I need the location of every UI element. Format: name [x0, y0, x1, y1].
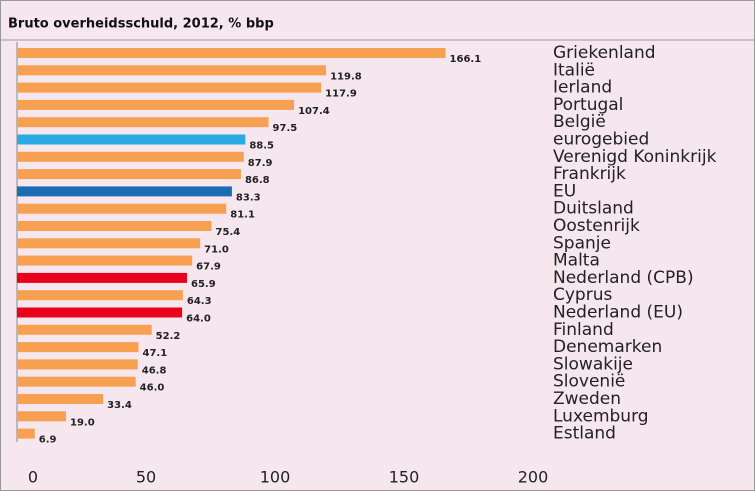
value-label: 46.8 — [142, 365, 167, 376]
category-label: Nederland (EU) — [553, 303, 683, 323]
bar — [17, 134, 246, 145]
bar — [17, 82, 322, 93]
category-label: Verenigd Koninkrijk — [553, 147, 717, 167]
bar — [17, 117, 269, 128]
value-label: 81.1 — [230, 210, 255, 221]
category-label: Portugal — [553, 95, 623, 115]
category-label: EU — [553, 181, 576, 201]
bar — [17, 65, 327, 76]
category-label: Slowakije — [553, 354, 633, 374]
value-label: 52.2 — [156, 331, 181, 342]
category-label: België — [553, 112, 606, 132]
bar — [17, 186, 232, 197]
value-label: 97.5 — [273, 123, 298, 134]
value-label: 107.4 — [298, 106, 330, 117]
value-label: 166.1 — [450, 54, 482, 65]
bar — [17, 272, 188, 283]
bar — [17, 151, 244, 162]
value-label: 46.0 — [140, 383, 165, 394]
category-label: Spanje — [553, 233, 611, 253]
x-tick-label: 50 — [136, 468, 156, 487]
value-label: 119.8 — [330, 71, 362, 82]
bar — [17, 203, 227, 214]
category-label: Zweden — [553, 389, 621, 409]
category-label: eurogebied — [553, 130, 649, 150]
bar — [17, 411, 67, 422]
value-label: 83.3 — [236, 192, 261, 203]
x-tick-label: 150 — [389, 468, 420, 487]
value-label: 64.0 — [186, 314, 211, 325]
category-label: Denemarken — [553, 337, 662, 357]
category-label: Finland — [553, 320, 614, 340]
value-label: 71.0 — [204, 244, 229, 255]
category-label: Cyprus — [553, 285, 612, 305]
value-label: 6.9 — [39, 435, 57, 446]
bar — [17, 428, 35, 439]
value-label: 19.0 — [70, 417, 95, 428]
category-label: Slovenië — [553, 372, 625, 392]
bar — [17, 324, 152, 335]
value-label: 65.9 — [191, 279, 216, 290]
category-label: Oostenrijk — [553, 216, 640, 236]
value-label: 67.9 — [196, 262, 221, 273]
category-label: Frankrijk — [553, 164, 626, 184]
bar — [17, 48, 446, 58]
bar — [17, 169, 241, 180]
x-tick-label: 0 — [28, 468, 38, 487]
category-label: Estland — [553, 424, 616, 444]
value-label: 117.9 — [325, 89, 357, 100]
bar — [17, 359, 138, 370]
bar — [17, 342, 139, 353]
x-tick-label: 200 — [518, 468, 549, 487]
x-tick-label: 100 — [260, 468, 291, 487]
category-label: Nederland (CPB) — [553, 268, 694, 288]
chart-title: Bruto overheidsschuld, 2012, % bbp — [8, 17, 274, 32]
category-label: Duitsland — [553, 199, 634, 219]
value-label: 86.8 — [245, 175, 270, 186]
category-label: Malta — [553, 251, 600, 271]
value-label: 87.9 — [248, 158, 273, 169]
value-label: 64.3 — [187, 296, 212, 307]
category-label: Griekenland — [553, 43, 656, 63]
bar — [17, 376, 136, 387]
bar — [17, 307, 183, 318]
bar — [17, 221, 212, 231]
value-label: 33.4 — [107, 400, 132, 411]
bar — [17, 99, 295, 110]
bar — [17, 238, 201, 249]
bar — [17, 394, 104, 404]
bar — [17, 290, 183, 301]
value-label: 88.5 — [249, 141, 274, 152]
value-label: 75.4 — [216, 227, 241, 238]
category-label: Italië — [553, 60, 595, 80]
category-label: Ierland — [553, 78, 612, 98]
bar — [17, 255, 193, 266]
value-label: 47.1 — [143, 348, 168, 359]
category-label: Luxemburg — [553, 406, 649, 426]
